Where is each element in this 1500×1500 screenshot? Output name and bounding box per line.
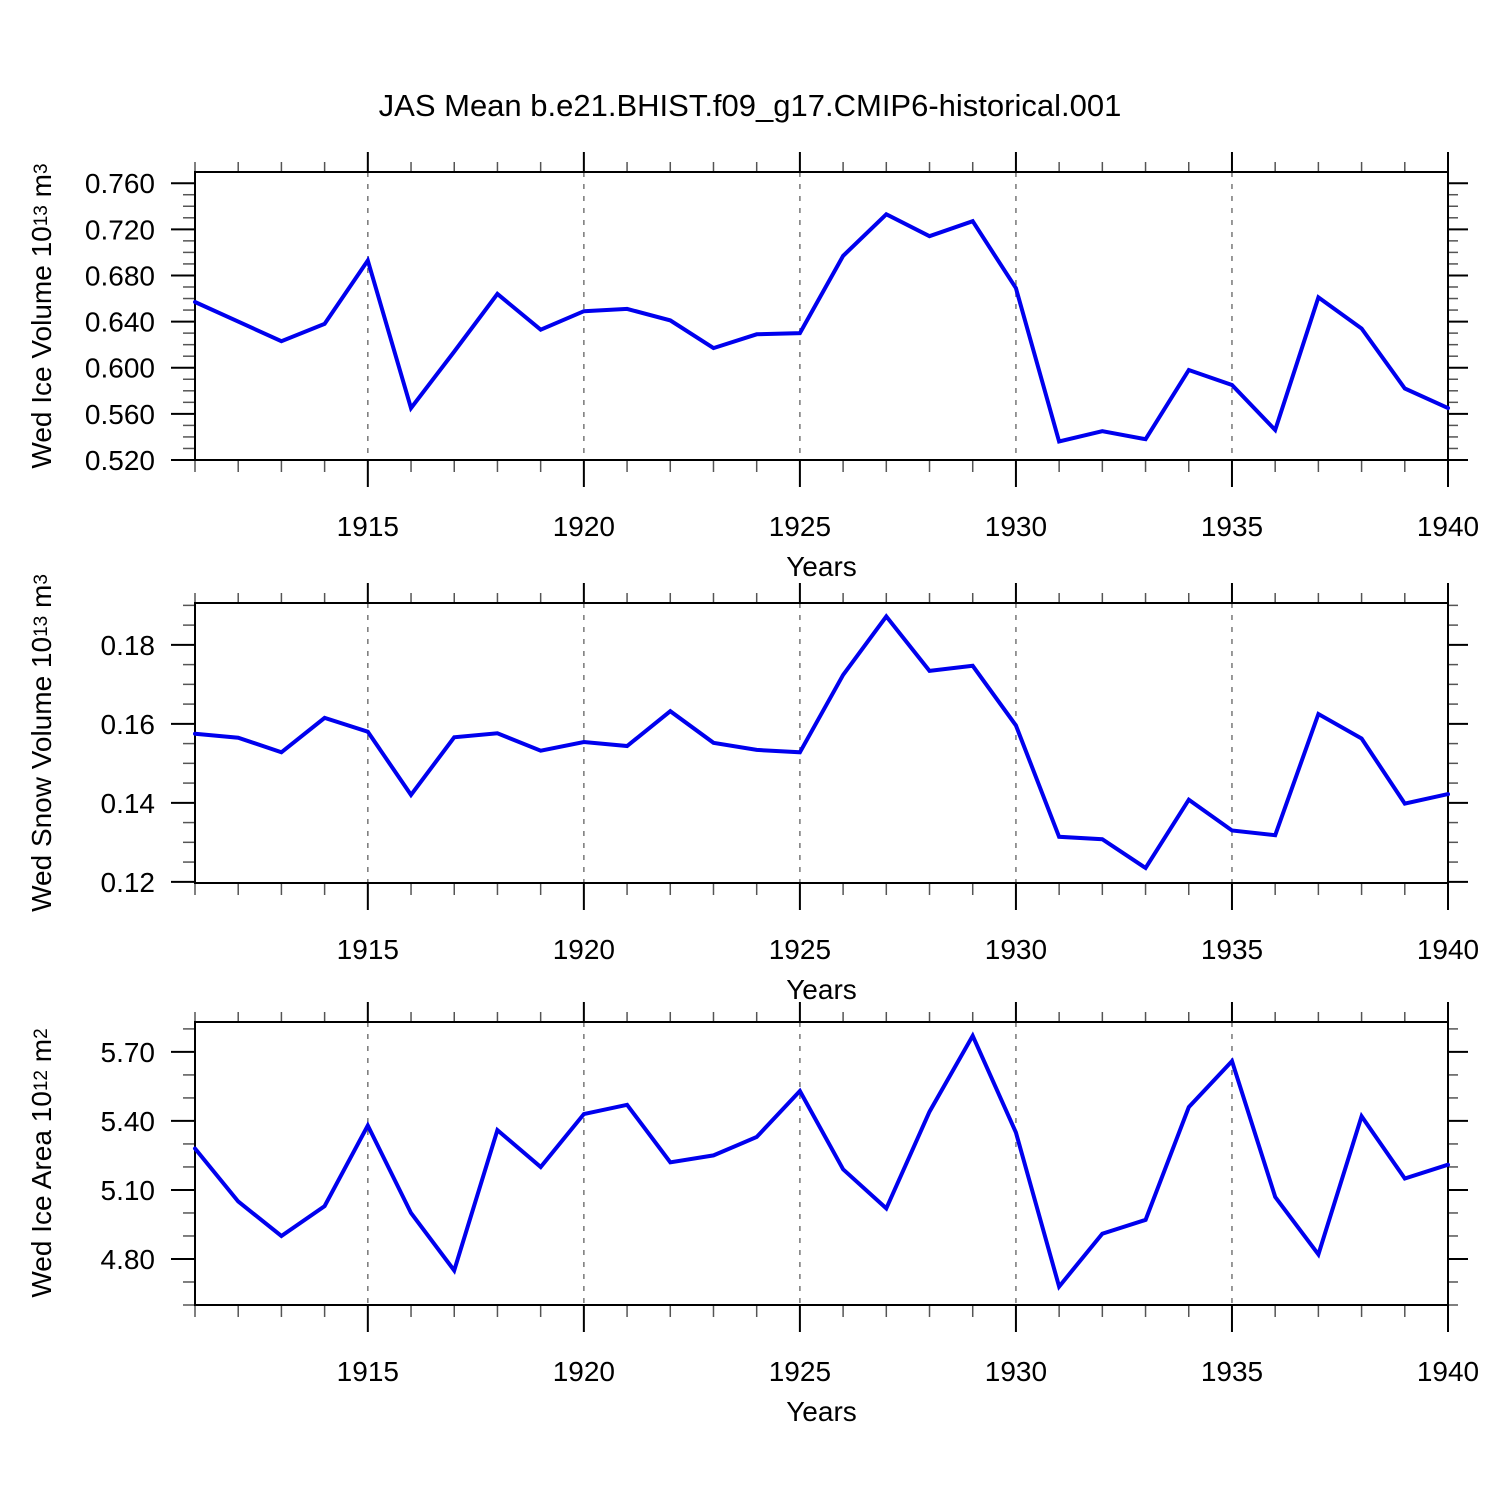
x-tick-label: 1920 [553, 511, 615, 542]
y-tick-label: 0.18 [101, 630, 156, 661]
x-tick-label: 1940 [1417, 934, 1479, 965]
y-tick-label: 0.560 [85, 399, 155, 430]
panel-ice-area: 5.70 5.40 5.10 4.80 1915 1920 1925 1930 1935 1940 [101, 1002, 1479, 1387]
y-tick-label: 0.680 [85, 260, 155, 291]
y-tick-label: 0.760 [85, 168, 155, 199]
y-tick-label: 5.10 [101, 1175, 156, 1206]
y-tick-label: 4.80 [101, 1244, 156, 1275]
x-tick-label: 1915 [337, 511, 399, 542]
chart-title: JAS Mean b.e21.BHIST.f09_g17.CMIP6-histo… [378, 88, 1122, 123]
x-axis-title-years-panel1: Years [786, 551, 857, 582]
plot-frame [194, 602, 1449, 884]
y-tick-label: 0.14 [101, 788, 156, 819]
x-axis-title-years-panel3: Years [786, 1396, 857, 1427]
y-axis-title-text: m [26, 584, 57, 616]
x-tick-label: 1925 [769, 1356, 831, 1387]
x-tick-label: 1920 [553, 1356, 615, 1387]
y-tick-label: 0.640 [85, 307, 155, 338]
x-tick-label: 1915 [337, 934, 399, 965]
y-tick-label: 0.720 [85, 214, 155, 245]
plot-frame [194, 171, 1449, 461]
ice-area-line [193, 1031, 1450, 1291]
y-tick-label: 5.40 [101, 1106, 156, 1137]
y-tick-label: 5.70 [101, 1037, 156, 1068]
x-tick-label: 1925 [769, 934, 831, 965]
x-tick-label: 1935 [1201, 1356, 1263, 1387]
x-tick-label: 1940 [1417, 1356, 1479, 1387]
y-tick-label: 0.600 [85, 353, 155, 384]
x-tick-label: 1930 [985, 511, 1047, 542]
x-tick-label: 1935 [1201, 934, 1263, 965]
x-tick-label: 1940 [1417, 511, 1479, 542]
y-tick-label: 0.520 [85, 445, 155, 476]
x-tick-label: 1915 [337, 1356, 399, 1387]
snow-volume-line [193, 613, 1450, 871]
plot-frame [194, 1021, 1449, 1306]
x-axis-title-years-panel2: Years [786, 974, 857, 1005]
x-tick-label: 1930 [985, 1356, 1047, 1387]
panel-snow-volume: 0.18 0.16 0.14 0.12 1915 1920 1925 1930 1935 1940 [101, 583, 1479, 965]
x-tick-label: 1935 [1201, 511, 1263, 542]
y-tick-label: 0.16 [101, 709, 156, 740]
y-axis-title-text: m [26, 174, 57, 206]
x-tick-label: 1930 [985, 934, 1047, 965]
panel-ice-volume: 0.760 0.720 0.680 0.640 0.600 0.560 0.520 1915 1… [85, 152, 1479, 542]
x-tick-label: 1920 [553, 934, 615, 965]
y-axis-title-text: m [26, 1038, 57, 1071]
x-tick-label: 1925 [769, 511, 831, 542]
y-axis-title-text: Wed Ice Area 10 [26, 1091, 57, 1298]
y-axis-title-text: Wed Ice Volume 10 [26, 226, 57, 469]
y-tick-label: 0.12 [101, 867, 156, 898]
ice-volume-line [193, 211, 1450, 444]
